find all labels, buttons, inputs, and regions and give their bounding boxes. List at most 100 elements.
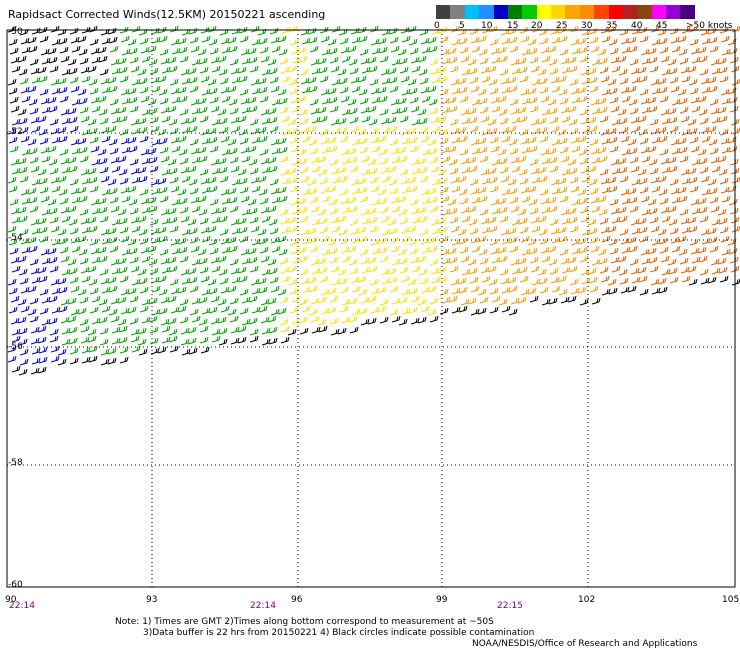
wind-barb <box>60 255 70 263</box>
wind-barb <box>639 186 649 194</box>
wind-barb <box>709 245 719 253</box>
wind-barb <box>669 125 679 133</box>
wind-barb <box>17 206 27 214</box>
wind-barb <box>529 207 539 215</box>
wind-barb <box>177 37 187 45</box>
wind-barb <box>517 296 527 304</box>
wind-barb <box>288 176 298 184</box>
wind-barb <box>460 157 470 165</box>
wind-barb <box>137 117 147 125</box>
wind-barb <box>39 307 49 315</box>
wind-barb <box>729 158 739 166</box>
wind-barb <box>428 196 438 204</box>
wind-barb <box>308 285 318 293</box>
wind-barb <box>108 236 118 244</box>
wind-barb <box>487 65 497 73</box>
wind-barb <box>161 336 171 344</box>
wind-barb <box>649 118 659 126</box>
wind-barb <box>139 37 149 45</box>
wind-barb <box>257 77 267 85</box>
wind-barb <box>527 87 537 95</box>
wind-barb <box>450 225 460 233</box>
wind-barb <box>427 85 437 93</box>
wind-barb <box>599 217 609 225</box>
wind-barb <box>151 138 161 146</box>
wind-barb <box>359 195 369 203</box>
wind-barb <box>428 45 438 53</box>
wind-barb <box>289 287 299 295</box>
wind-barb <box>407 25 417 33</box>
wind-barb <box>48 207 58 215</box>
wind-barb <box>500 277 510 285</box>
wind-barb <box>219 277 229 285</box>
wind-barb <box>167 256 177 264</box>
wind-barb <box>250 78 260 86</box>
wind-barb <box>367 56 377 64</box>
wind-barb <box>431 76 441 84</box>
wind-barb <box>370 87 380 95</box>
wind-barb <box>229 107 239 115</box>
wind-barb <box>640 146 650 154</box>
wind-barb <box>269 178 279 186</box>
wind-barb <box>48 105 58 113</box>
wind-barb <box>650 176 660 184</box>
wind-barb <box>421 148 431 156</box>
wind-barb <box>251 87 261 95</box>
wind-barb <box>441 155 451 163</box>
wind-barb <box>429 205 439 213</box>
wind-barb <box>718 266 728 274</box>
legend-label-30: 30 <box>581 21 593 31</box>
wind-barb <box>427 138 437 146</box>
wind-barb <box>601 235 611 243</box>
wind-barb <box>537 68 547 76</box>
wind-barb <box>398 57 408 65</box>
wind-barb <box>478 48 488 56</box>
wind-barb <box>671 45 681 53</box>
wind-barb <box>120 235 130 243</box>
wind-barb <box>199 217 209 225</box>
wind-barb <box>370 185 380 193</box>
wind-barb <box>189 36 199 44</box>
wind-barb <box>17 108 27 116</box>
wind-barb <box>661 68 671 76</box>
wind-barb <box>248 56 258 64</box>
wind-barb <box>697 148 707 156</box>
wind-barb <box>458 305 468 313</box>
wind-barb <box>87 335 97 343</box>
wind-barb <box>319 75 329 83</box>
wind-barb <box>647 96 657 104</box>
wind-barb <box>40 97 50 105</box>
wind-barb <box>379 55 389 63</box>
wind-barb <box>268 267 278 275</box>
wind-barb <box>370 287 380 295</box>
wind-barb <box>651 287 661 295</box>
wind-barb <box>81 177 91 185</box>
wind-barb <box>100 348 110 356</box>
wind-barb <box>187 218 197 226</box>
wind-barb <box>647 47 657 55</box>
wind-barb <box>179 298 189 306</box>
wind-barb <box>697 246 707 254</box>
wind-barb <box>271 196 281 204</box>
wind-barb <box>498 157 508 165</box>
wind-barb <box>649 216 659 224</box>
wind-barb <box>577 286 587 294</box>
wind-barb <box>108 36 118 44</box>
wind-barb <box>11 65 21 73</box>
wind-barb <box>421 197 431 205</box>
wind-barb <box>500 175 510 183</box>
wind-barb <box>218 166 228 174</box>
wind-barb <box>307 276 317 284</box>
wind-barb <box>617 255 627 263</box>
wind-barb <box>7 225 17 233</box>
wind-barb <box>361 217 371 225</box>
wind-barb <box>618 117 628 125</box>
wind-barb <box>268 326 278 334</box>
wind-barb <box>217 108 227 116</box>
wind-barb <box>90 47 100 55</box>
wind-barb <box>188 178 198 186</box>
wind-barb <box>301 86 311 94</box>
wind-barb <box>8 136 18 144</box>
wind-barb <box>670 85 680 93</box>
wind-barb <box>59 46 69 54</box>
